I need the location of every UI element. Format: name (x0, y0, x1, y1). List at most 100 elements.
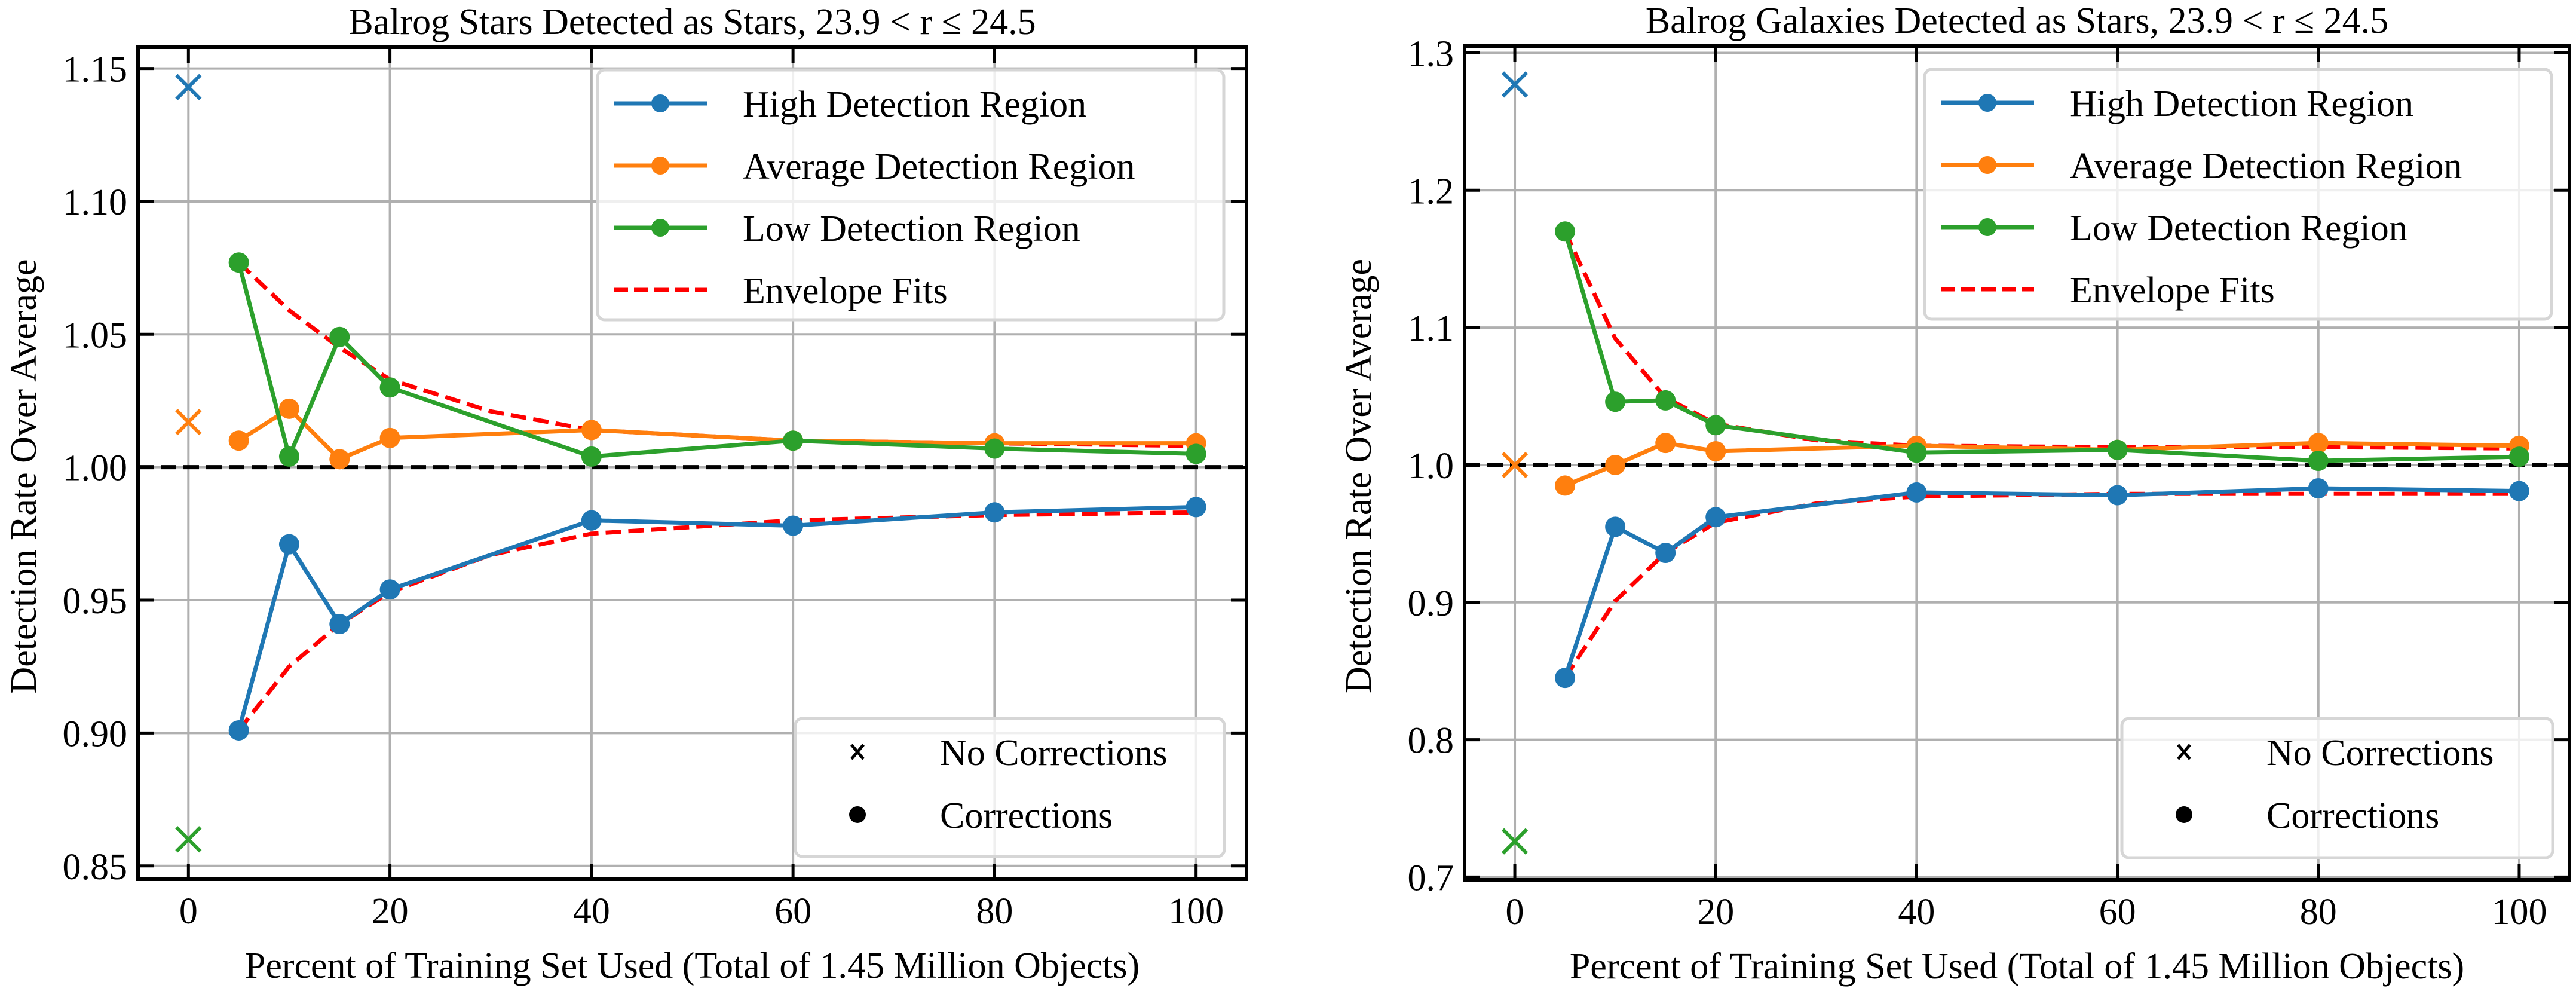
data-point (329, 614, 350, 635)
legend-marker-icon (651, 219, 669, 237)
data-point (1605, 454, 1626, 475)
y-axis-label: Detection Rate Over Average (1338, 259, 1379, 693)
data-point (228, 720, 249, 741)
legend-label: Envelope Fits (743, 271, 948, 311)
x-tick-label: 60 (774, 891, 811, 932)
chart-panel-2: 0 20 40 60 80 100 0.7 0.8 0.9 1.0 1.1 1.2 1.3 Balrog … (1338, 1, 2571, 987)
data-point (1906, 442, 1927, 463)
data-point (329, 326, 350, 347)
envelope-fit-lower (237, 510, 1196, 732)
x-tick-label: 100 (1168, 891, 1224, 932)
x-tick-label: 100 (2491, 892, 2547, 932)
data-point (984, 502, 1005, 523)
y-tick-label: 1.0 (1408, 446, 1454, 487)
legend-box (794, 717, 1226, 858)
y-axis-label: Detection Rate Over Average (4, 259, 44, 693)
y-tick-label: 1.15 (63, 50, 128, 90)
legend-label: No Corrections (940, 733, 1168, 773)
x-tick-label: 0 (1506, 892, 1524, 932)
x-tick-label: 40 (573, 891, 610, 932)
data-point (278, 534, 299, 555)
data-point (379, 377, 400, 398)
legend-box (596, 68, 1226, 322)
x-stroke (175, 408, 202, 436)
no-correction-marker (175, 826, 202, 853)
data-point (1605, 391, 1626, 412)
legend-label: High Detection Region (2070, 84, 2413, 124)
x-tick-label: 80 (976, 891, 1013, 932)
no-correction-marker (175, 74, 202, 100)
data-point (1555, 475, 1576, 496)
y-tick-label: 0.95 (63, 581, 128, 622)
legend-marker-icon (651, 157, 669, 175)
no-correction-marker (1501, 451, 1529, 479)
legend-item: Envelope Fits (1941, 270, 2275, 311)
legend-label: High Detection Region (743, 84, 1086, 125)
data-point (1186, 497, 1206, 518)
y-tick-label: 0.7 (1408, 858, 1454, 898)
data-point (1605, 516, 1626, 537)
y-tick-label: 1.2 (1408, 171, 1454, 212)
data-point (2508, 446, 2529, 467)
x-axis-label: Percent of Training Set Used (Total of 1… (1570, 946, 2464, 987)
legend-series: High Detection Region Average Detection R… (1923, 68, 2553, 321)
legend-marker-icon (1978, 94, 1996, 112)
no-correction-marker (1501, 71, 1529, 98)
chart-title: Balrog Galaxies Detected as Stars, 23.9 … (1646, 1, 2388, 41)
legend-marker-icon (1978, 218, 1996, 236)
data-point (1705, 415, 1726, 436)
data-point (2107, 485, 2128, 506)
data-point (1186, 443, 1206, 464)
y-tick-label: 1.00 (63, 448, 128, 489)
legend-label: Envelope Fits (2070, 270, 2275, 311)
x-stroke (1501, 828, 1529, 855)
series-low-detection-region (175, 252, 1206, 853)
legend-item: No Corrections (850, 733, 1168, 773)
data-point (2308, 451, 2329, 472)
data-point (2107, 439, 2128, 460)
data-point (581, 446, 602, 467)
y-tick-label: 0.85 (63, 847, 128, 888)
x-stroke (175, 74, 202, 100)
x-axis-label: Percent of Training Set Used (Total of 1… (245, 946, 1140, 986)
data-point (1906, 482, 1927, 503)
series-low-detection-region (1501, 221, 2529, 855)
y-tick-label: 1.3 (1408, 33, 1454, 74)
legend-marker-icon (1978, 156, 1996, 174)
data-point (1655, 543, 1676, 564)
data-point (2508, 481, 2529, 501)
y-tick-label: 0.9 (1408, 583, 1454, 624)
data-point (1705, 507, 1726, 528)
data-point (278, 398, 299, 419)
legend-box (2120, 717, 2554, 859)
data-point (581, 420, 602, 441)
series-average-detection-region (175, 398, 1206, 470)
data-point (228, 430, 249, 451)
legend-box (1923, 68, 2553, 321)
data-point (278, 446, 299, 467)
legend-label: Low Detection Region (2070, 208, 2407, 249)
legend-item: Low Detection Region (1941, 208, 2407, 249)
x-stroke (1501, 451, 1529, 479)
x-tick-label: 80 (2300, 892, 2337, 932)
no-correction-marker (175, 408, 202, 436)
x-tick-label: 20 (1697, 892, 1734, 932)
legend-item: Envelope Fits (614, 271, 948, 311)
data-point (1705, 441, 1726, 461)
legend-label: Corrections (940, 796, 1113, 836)
data-point (1555, 221, 1576, 242)
x-tick-label: 60 (2099, 892, 2136, 932)
ticks (138, 47, 1246, 879)
series-line (237, 504, 1196, 731)
y-tick-label: 1.1 (1408, 308, 1454, 349)
y-tick-label: 1.10 (63, 182, 128, 223)
series-high-detection-region (1501, 71, 2529, 689)
data-point (1655, 390, 1676, 411)
data-point (783, 430, 804, 451)
data-point (379, 427, 400, 448)
series-line (237, 262, 1196, 463)
legend-markers: No Corrections Corrections (2120, 717, 2554, 859)
x-tick-label: 20 (372, 891, 409, 932)
data-point (581, 510, 602, 531)
data-point (1555, 668, 1576, 689)
